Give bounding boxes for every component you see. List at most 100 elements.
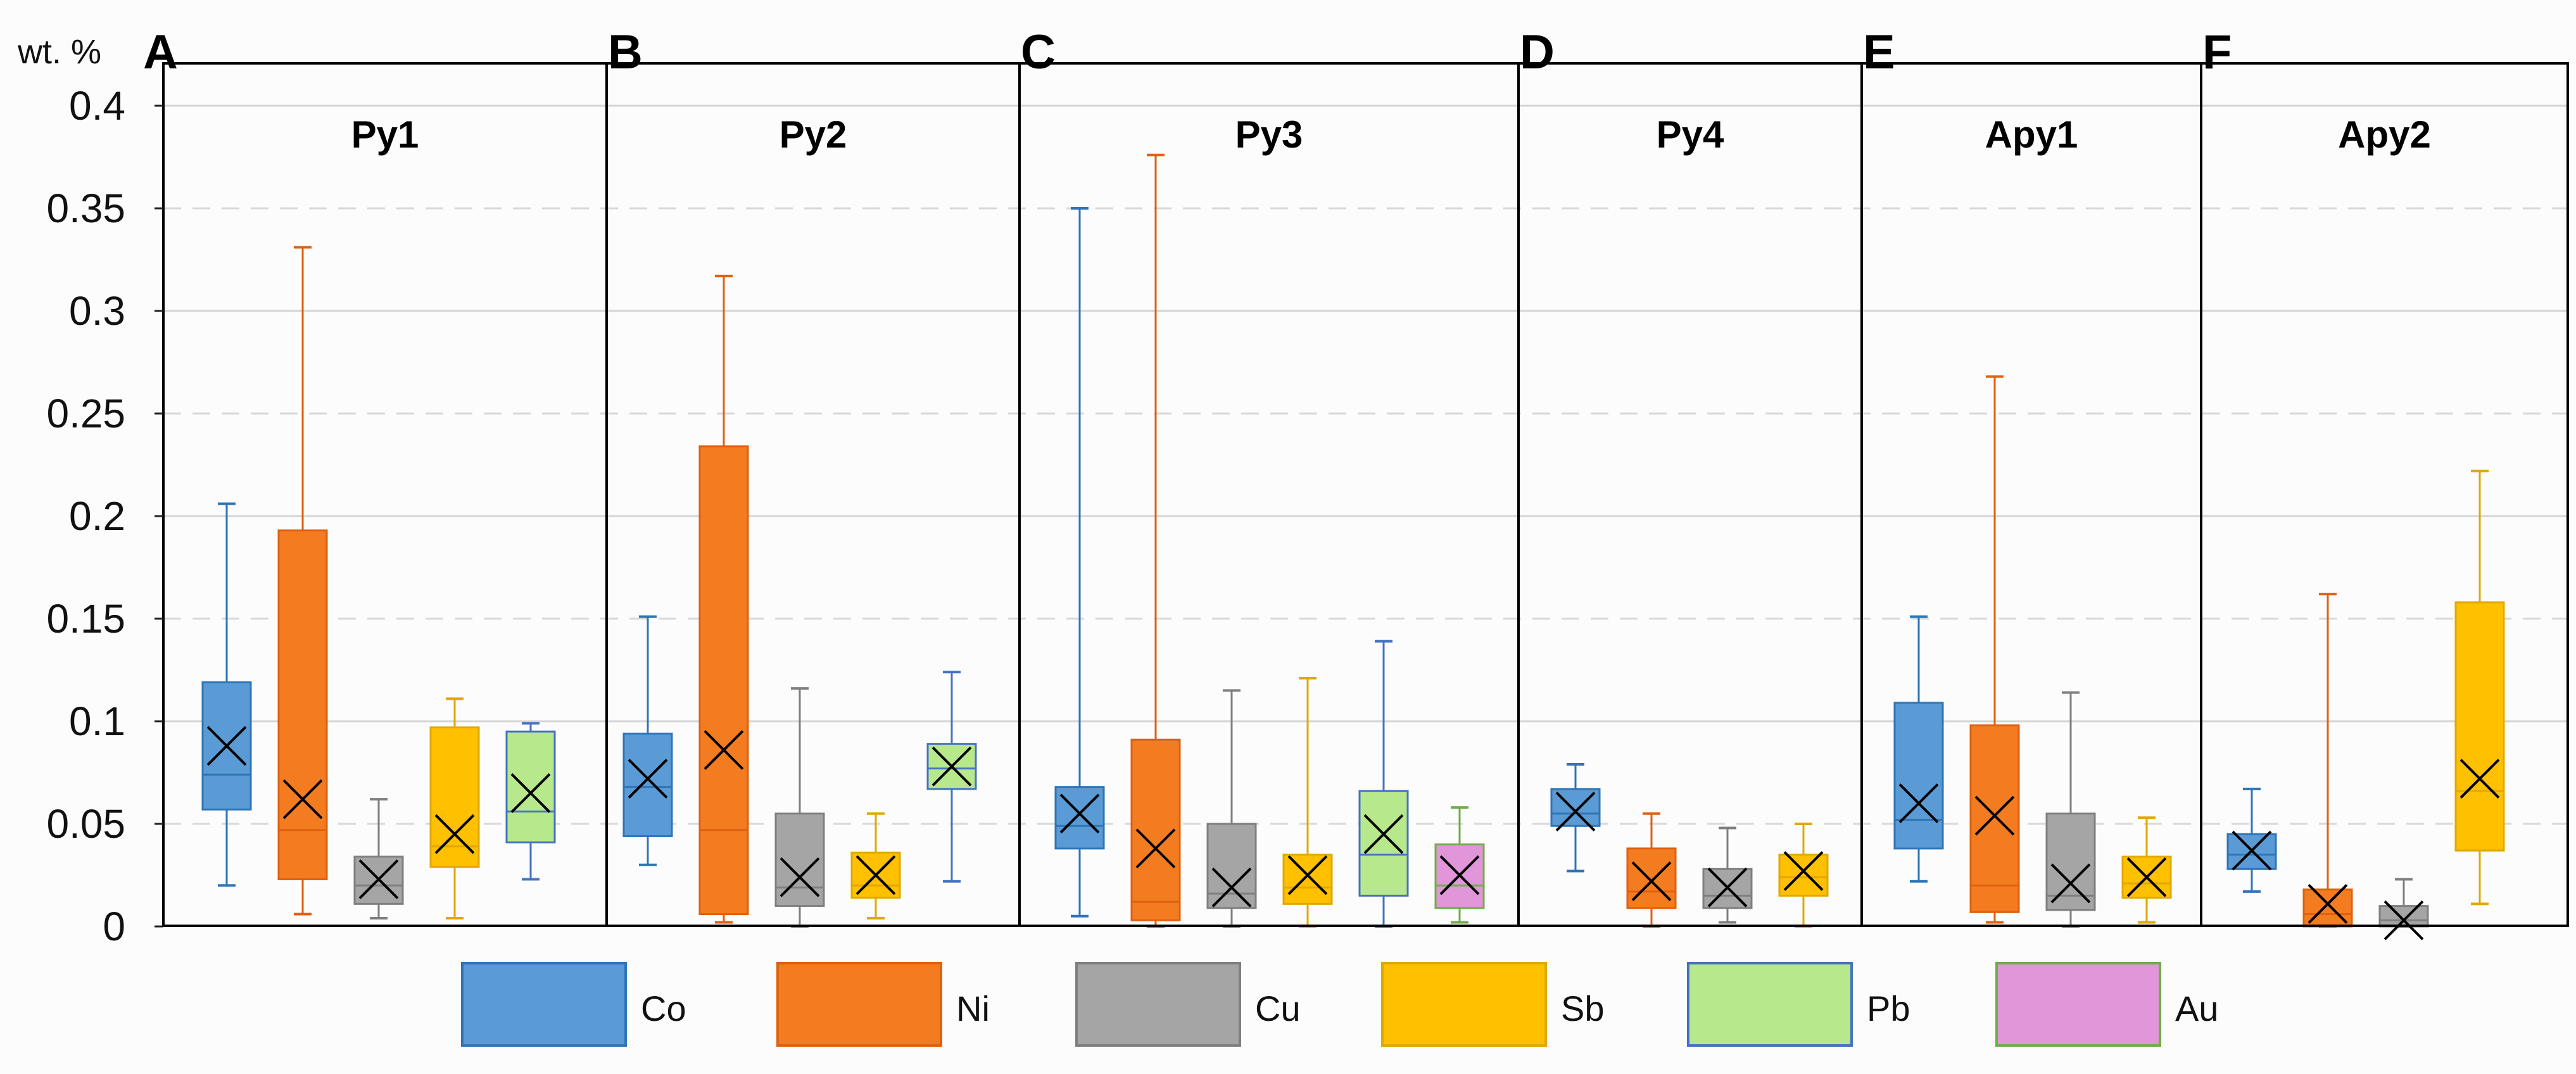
box-py2-co xyxy=(622,615,673,866)
box-iqr xyxy=(1969,724,2020,913)
y-axis: 0 0.05 0.1 0.15 0.2 0.25 0.3 0.35 0.4 wt. % xyxy=(17,33,163,949)
box-apy2-cu xyxy=(2378,878,2429,940)
mean-marker xyxy=(2383,900,2424,940)
mean-marker xyxy=(1783,851,1824,891)
mean-marker xyxy=(1363,814,1404,854)
y-tick-label: 0.35 xyxy=(46,186,125,231)
y-tick-label: 0.4 xyxy=(69,83,125,129)
box-iqr xyxy=(1206,823,1257,909)
legend-label: Pb xyxy=(1867,989,1910,1028)
legend-item-sb: Sb xyxy=(1381,962,1605,1047)
box-iqr xyxy=(698,445,749,916)
box-iqr xyxy=(1130,738,1181,921)
legend-item-cu: Cu xyxy=(1075,962,1301,1047)
panel-apy1: E Apy1 xyxy=(1863,25,2172,928)
box-py3-pb xyxy=(1358,640,1409,928)
box-py3-co xyxy=(1054,207,1105,918)
mean-marker xyxy=(2308,883,2348,924)
box-apy1-ni xyxy=(1969,375,2020,924)
panel-title: Py2 xyxy=(780,113,847,156)
panel-letter: F xyxy=(2202,25,2232,79)
mean-marker xyxy=(856,855,896,895)
y-tick-label: 0.15 xyxy=(46,596,125,641)
mean-marker xyxy=(931,746,972,787)
mean-marker xyxy=(704,730,744,770)
mean-marker xyxy=(1555,792,1596,831)
mean-marker xyxy=(2459,759,2500,799)
mean-marker xyxy=(1631,861,1672,902)
axes-frame xyxy=(162,62,2569,927)
mean-marker xyxy=(2232,830,2272,871)
box-py2-sb xyxy=(850,812,901,920)
legend-label: Sb xyxy=(1561,989,1605,1028)
box-py4-co xyxy=(1550,763,1601,873)
box-py2-cu xyxy=(774,687,825,928)
legend-swatch xyxy=(776,962,942,1047)
y-unit-label: wt. % xyxy=(17,33,101,71)
mean-marker xyxy=(1211,868,1252,907)
y-tick-label: 0.1 xyxy=(69,698,125,744)
mean-marker xyxy=(628,759,668,799)
legend-label: Ni xyxy=(956,989,990,1028)
box-py4-ni xyxy=(1626,812,1677,928)
box-apy2-ni xyxy=(2302,593,2353,928)
mean-marker xyxy=(510,773,551,813)
panel-title: Py3 xyxy=(1235,113,1303,156)
legend-label: Au xyxy=(2175,989,2219,1028)
box-py4-cu xyxy=(1702,826,1753,924)
legend-swatch xyxy=(1381,962,1547,1047)
legend-item-ni: Ni xyxy=(776,962,990,1047)
box-py3-sb xyxy=(1282,676,1333,928)
box-iqr xyxy=(1358,790,1409,897)
mean-marker xyxy=(780,857,820,897)
mean-marker xyxy=(1898,783,1939,824)
box-iqr xyxy=(622,732,673,837)
box-py4-sb xyxy=(1778,823,1829,928)
mean-marker xyxy=(1439,855,1480,895)
box-iqr xyxy=(505,730,556,843)
box-py1-cu xyxy=(353,798,404,920)
y-tick-label: 0.2 xyxy=(69,493,125,539)
legend-swatch xyxy=(1075,962,1241,1047)
mean-marker xyxy=(1135,828,1176,869)
panel-title: Apy1 xyxy=(1985,113,2078,156)
box-iqr xyxy=(1893,702,1944,850)
box-iqr xyxy=(2454,601,2505,852)
y-tick-label: 0.05 xyxy=(46,801,125,847)
box-apy2-co xyxy=(2226,787,2277,893)
panel-title: Apy2 xyxy=(2338,113,2431,156)
mean-marker xyxy=(1974,795,2015,836)
mean-marker xyxy=(2050,863,2091,904)
y-tick-label: 0.3 xyxy=(69,288,125,334)
legend: Co Ni Cu Sb Pb Au xyxy=(461,962,2219,1047)
box-apy1-co xyxy=(1893,615,1944,883)
box-py1-sb xyxy=(429,697,480,920)
legend-swatch xyxy=(461,962,627,1047)
box-iqr xyxy=(2378,905,2429,928)
box-apy2-sb xyxy=(2454,469,2505,906)
panel-letter: E xyxy=(1863,25,1895,79)
panel-py4: D Py4 xyxy=(1520,25,1829,928)
y-tick-label: 0 xyxy=(103,904,125,949)
box-py1-pb xyxy=(505,722,556,881)
panel-title: Py4 xyxy=(1657,113,1724,156)
panel-py3: C Py3 xyxy=(1021,25,1485,928)
legend-label: Co xyxy=(641,989,686,1028)
mean-marker xyxy=(1707,868,1748,907)
mean-marker xyxy=(282,779,323,819)
legend-swatch xyxy=(1995,962,2161,1047)
panel-title: Py1 xyxy=(351,113,419,156)
box-py3-ni xyxy=(1130,153,1181,928)
panel-letter: C xyxy=(1021,25,1056,79)
panel-py2: B Py2 xyxy=(608,25,977,928)
grid-lines xyxy=(163,104,2568,825)
legend-item-pb: Pb xyxy=(1687,962,1910,1047)
box-py1-co xyxy=(201,502,252,887)
box-iqr xyxy=(429,726,480,868)
panel-letter: B xyxy=(608,25,643,79)
plot-frame xyxy=(162,62,2569,927)
legend-label: Cu xyxy=(1255,989,1301,1028)
box-py3-cu xyxy=(1206,689,1257,928)
box-apy1-cu xyxy=(2045,691,2096,928)
